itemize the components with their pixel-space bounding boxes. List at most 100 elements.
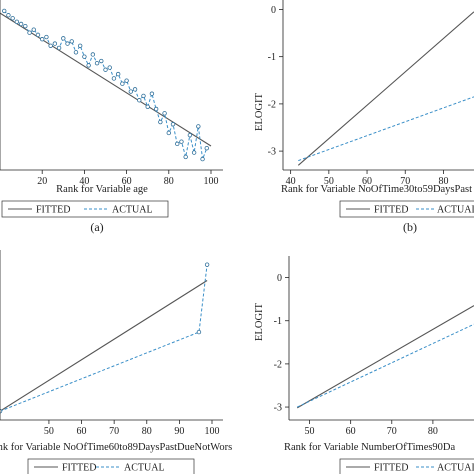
panel-a-series-actual-point	[77, 43, 83, 48]
panel-a-series-actual-point	[141, 93, 146, 99]
panel-a-series-actual-point	[2, 8, 7, 14]
panel-a-series-actual-point	[191, 150, 197, 155]
panel-c-x-tick-label: 70	[109, 426, 119, 437]
panel-d-legend-box	[339, 458, 474, 474]
panel-a-x-tick-label: 20	[37, 176, 47, 187]
panel-a-series-actual-point	[204, 146, 209, 151]
panel-c-x-tick-label: 80	[142, 426, 152, 437]
panel-a-series-actual-point	[44, 34, 49, 40]
panel-a-series-actual-point	[18, 21, 24, 27]
panel-c-legend-box	[27, 458, 195, 474]
panel-d-x-label: Rank for Variable NumberOfTimes90Da	[284, 442, 456, 453]
panel-d-y-tick-label: -1	[274, 316, 282, 327]
panel-a-legend: FITTED ACTUAL	[1, 200, 169, 218]
panel-d: 50 60 70 80 -3 -2 -1 0 ELOGIT Rank for Variable…	[254, 256, 474, 474]
panel-a-series-actual-point	[35, 32, 41, 38]
panel-a-series-actual-point	[175, 141, 180, 147]
panel-a-series-actual-point	[69, 39, 74, 44]
panel-b-legend-actual-label: ACTUAL	[437, 205, 474, 216]
panel-b-x-label: Rank for Variable NoOfTime30to59DaysPast	[281, 184, 472, 195]
panel-a-series-actual-point	[179, 139, 184, 144]
panel-b-legend: FITTED ACTUAL	[339, 200, 474, 218]
panel-a-legend-box	[1, 200, 169, 218]
panel-d-x-tick-label: 70	[387, 426, 397, 437]
panel-d-y-label: ELOGIT	[254, 302, 265, 340]
panel-d-x-tick-label: 50	[305, 426, 315, 437]
panel-a-caption: (a)	[90, 220, 103, 234]
panel-c: 50 60 70 80 90 100 Rank for Variable NoOfTime…	[0, 250, 232, 474]
panel-a-series-actual-point	[82, 54, 87, 59]
panel-a-series-actual-point	[149, 91, 155, 96]
panel-a-series-actual-point	[94, 61, 100, 66]
panel-b-y-tick-label: 0	[271, 5, 276, 16]
panel-a-legend-fitted-label: FITTED	[36, 205, 70, 216]
panel-a-plot: 20 40 60 80 100	[0, 8, 219, 187]
panel-a-series-actual-point	[145, 104, 150, 109]
panel-b-legend-fitted-label: FITTED	[374, 205, 408, 216]
panel-d-y-tick-label: -3	[274, 403, 282, 414]
panel-b-caption: (b)	[403, 220, 417, 234]
panel-a-series-actual-point	[14, 19, 20, 24]
panel-a-series-actual-point	[31, 27, 36, 32]
panel-a-series-actual-point	[6, 13, 11, 18]
panel-a-series-actual-point	[48, 43, 53, 48]
panel-a-series-actual-point	[115, 71, 121, 77]
panel-b-series-fitted-line	[297, 11, 474, 166]
panel-b-plot: 40 50 60 70 80 -3 -2 -1 0	[268, 5, 474, 187]
panel-b-x-tick-label: 40	[286, 176, 296, 187]
panel-b-x-tick-label: 70	[400, 176, 410, 187]
panel-a-x-tick-label: 80	[164, 176, 174, 187]
panel-a-series-actual-point	[170, 122, 176, 127]
panel-b-x-tick-label: 80	[438, 176, 448, 187]
panel-c-series-actual-point	[0, 409, 3, 414]
panel-c-x-tick-label: 50	[44, 426, 54, 437]
panel-a-series-actual-point	[56, 45, 62, 51]
panel-a-series-actual-point	[65, 41, 70, 46]
panel-a-series-actual-point	[120, 81, 125, 86]
panel-a-legend-actual-label: ACTUAL	[112, 205, 153, 216]
panel-a-series-actual-point	[52, 41, 58, 46]
panel-a-series-actual-point	[200, 156, 205, 162]
panel-a-series-actual-point	[128, 89, 134, 94]
panel-b-y-tick-label: -3	[268, 147, 276, 158]
panel-d-x-tick-label: 60	[346, 426, 356, 437]
panel-d-series-fitted-line	[296, 305, 474, 409]
panel-c-legend-fitted-label: FITTED	[62, 463, 96, 474]
panel-b-x-tick-label: 50	[324, 176, 334, 187]
panel-c-series-actual-line	[0, 264, 208, 412]
panel-a-series-actual-point	[73, 50, 79, 55]
panel-c-legend: FITTED ACTUAL	[27, 458, 195, 474]
panel-a-series-fitted-line	[0, 12, 212, 147]
panel-b-x-tick-label: 60	[362, 176, 372, 187]
panel-b-y-tick-label: -1	[268, 52, 276, 63]
panel-d-legend-actual-label: ACTUAL	[437, 463, 474, 474]
panel-c-legend-actual-label: ACTUAL	[124, 463, 165, 474]
panel-a-series-actual-point	[61, 36, 66, 41]
panel-a-x-tick-label: 100	[204, 176, 219, 187]
panel-a-series-actual-point	[187, 132, 193, 138]
panel-a-series-actual-point	[166, 130, 171, 136]
panel-d-legend-fitted-label: FITTED	[374, 463, 408, 474]
panel-a-series-actual-point	[111, 76, 117, 81]
panel-a-series-actual-point	[10, 16, 15, 21]
panel-d-y-tick-label: 0	[277, 273, 282, 284]
panel-d-legend: FITTED ACTUAL	[339, 458, 474, 474]
panel-b: 40 50 60 70 80 -3 -2 -1 0 ELOGIT Rank for Variab…	[254, 0, 474, 234]
panel-c-plot: 50 60 70 80 90 100	[0, 262, 220, 437]
panel-a-series-actual-point	[40, 37, 45, 42]
panel-d-plot: 50 60 70 80 -3 -2 -1 0	[274, 273, 474, 437]
panel-a-series-actual-point	[153, 106, 159, 112]
panel-d-x-tick-label: 80	[428, 426, 438, 437]
panel-a-series-actual-point	[183, 154, 188, 160]
panel-c-x-tick-label: 100	[205, 426, 220, 437]
panel-a-series-actual-point	[27, 30, 32, 35]
panel-d-y-tick-label: -2	[274, 359, 282, 370]
panel-c-x-label: Rank for Variable NoOfTime60to89DaysPast…	[0, 442, 232, 453]
panel-a-series-actual-point	[132, 87, 138, 92]
panel-a-series-actual-point	[107, 65, 112, 70]
panel-a-series-actual-point	[162, 111, 167, 116]
panel-a-series-actual-line	[3, 10, 208, 160]
panel-c-x-tick-label: 90	[174, 426, 184, 437]
panel-a-series-actual-point	[90, 52, 96, 57]
